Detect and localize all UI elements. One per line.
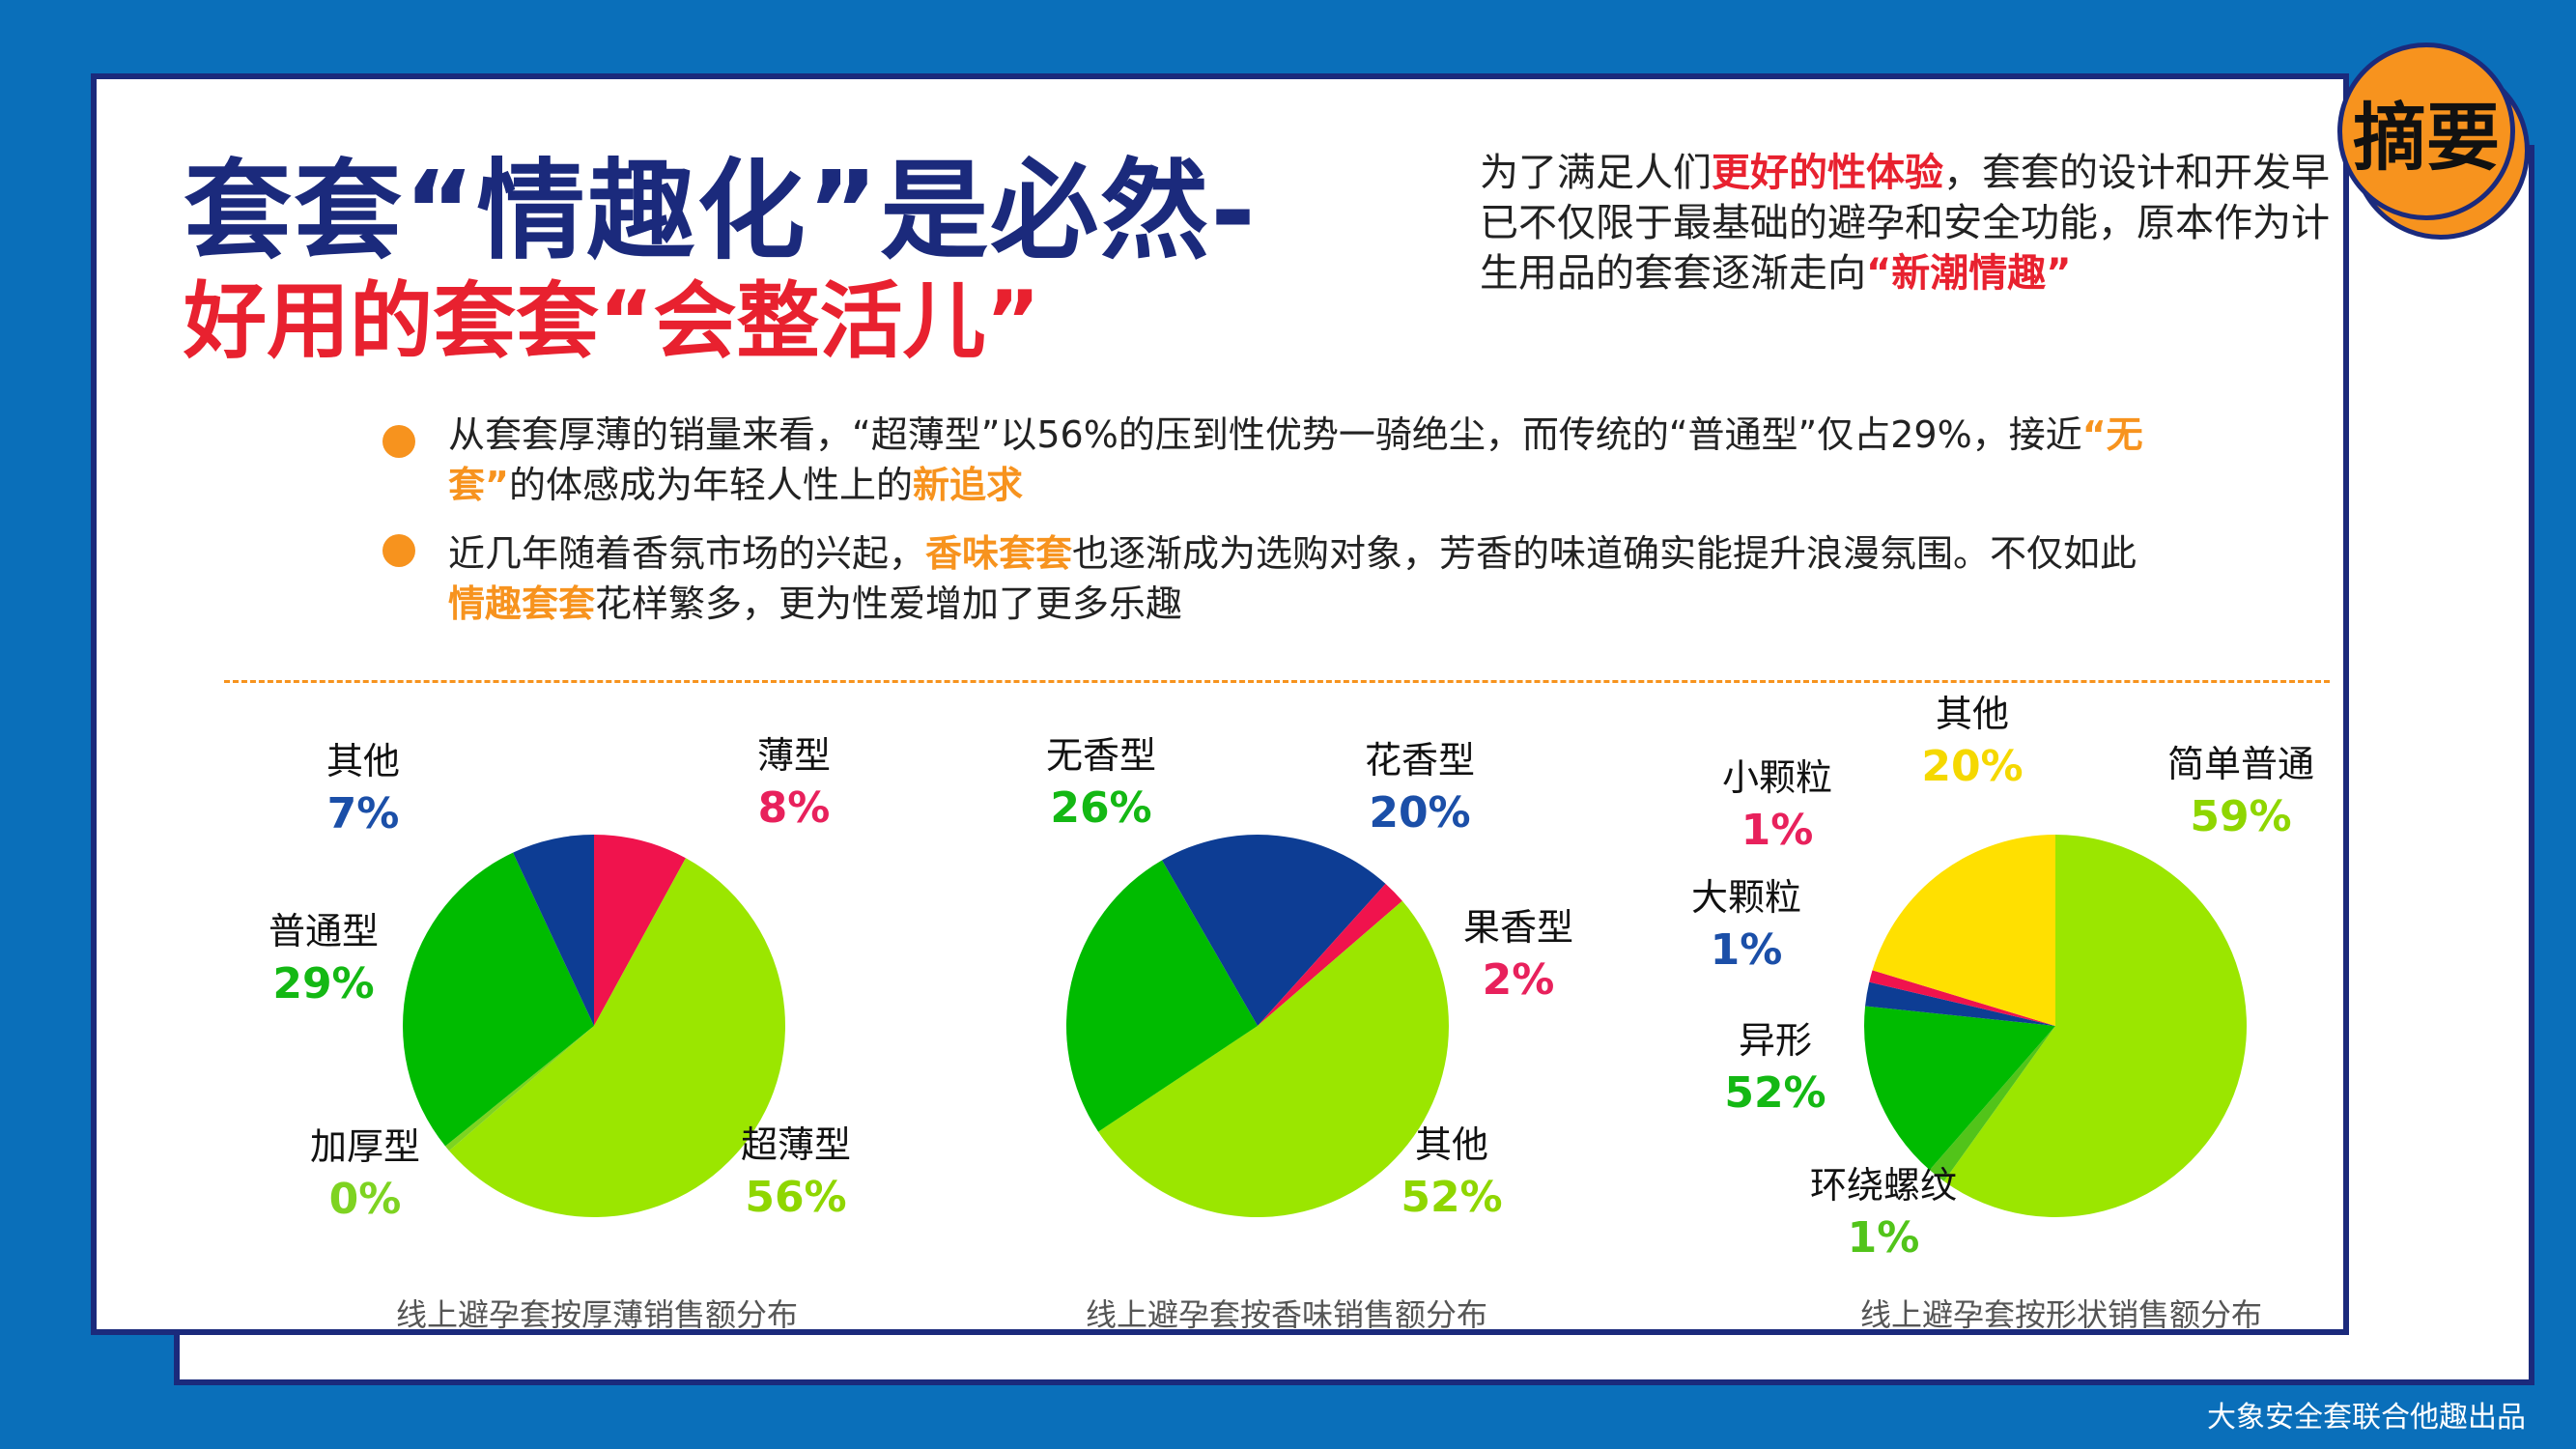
chart-1-slice-2-percent: 56% <box>745 1173 846 1222</box>
chart-2-slice-1 <box>1162 835 1386 1026</box>
chart-1-slice-4 <box>403 852 594 1147</box>
chart-3-slice-5 <box>1869 970 2055 1026</box>
bullet-2-text-3: 花样繁多，更为性爱增加了更多乐趣 <box>595 582 1183 625</box>
summary-text-1: 为了满足人们 <box>1480 151 1712 195</box>
chart-1-slice-3-percent: 0% <box>329 1175 402 1224</box>
chart-1-slice-5 <box>513 835 594 1026</box>
chart-3-slice-4-label: 大颗粒 <box>1691 876 1801 919</box>
summary-highlight-2: “新潮情趣” <box>1866 251 2072 296</box>
chart-3-slice-3-percent: 52% <box>1724 1068 1826 1118</box>
chart-1-caption: 线上避孕套按厚薄销售额分布 <box>396 1296 799 1333</box>
chart-2-slice-1-label: 花香型 <box>1365 739 1475 781</box>
chart-2-slice-4-percent: 26% <box>1050 783 1151 833</box>
chart-2-slice-3-percent: 52% <box>1401 1173 1502 1222</box>
dashed-divider <box>224 680 2330 683</box>
chart-2-slice-2 <box>1258 883 1402 1026</box>
chart-3-slice-2 <box>1929 1026 2055 1181</box>
bullet-1-text-1: 从套套厚薄的销量来看，“超薄型”以56%的压到性优势一骑绝尘，而传统的“普通型”… <box>448 413 2082 456</box>
bullet-1-text-2: 的体感成为年轻人性上的 <box>508 464 913 506</box>
chart-2-slice-2-label: 果香型 <box>1463 906 1573 949</box>
chart-3-slice-4-percent: 1% <box>1711 925 1783 975</box>
chart-1-slice-3-label: 加厚型 <box>310 1125 420 1168</box>
bullet-2-highlight-1: 香味套套 <box>925 532 1073 575</box>
chart-3-slice-2-label: 环绕螺纹 <box>1810 1164 1957 1207</box>
summary-badge: 摘要 <box>2337 43 2515 220</box>
chart-3-slice-1-label: 简单普通 <box>2167 743 2314 785</box>
chart-2-slice-3 <box>1098 900 1449 1217</box>
bullet-2-highlight-2: 情趣套套 <box>448 582 596 625</box>
chart-1-slice-5-label: 其他 <box>326 740 400 782</box>
bullet-dot-2 <box>382 534 415 567</box>
chart-1-slice-1-percent: 8% <box>758 783 831 833</box>
chart-2-slice-4 <box>1066 860 1258 1132</box>
bullet-2: 近几年随着香氛市场的兴起，香味套套也逐渐成为选购对象，芳香的味道确实能提升浪漫氛… <box>448 528 2148 629</box>
chart-1-slice-1-label: 薄型 <box>757 734 831 777</box>
page-subtitle: 好用的套套“会整活儿” <box>184 273 1041 370</box>
chart-2-slice-4-label: 无香型 <box>1046 734 1156 777</box>
chart-3-slice-4 <box>1865 981 2055 1026</box>
chart-1-slice-5-percent: 7% <box>327 789 400 838</box>
chart-3-slice-3 <box>1863 1006 2055 1171</box>
chart-3-caption: 线上避孕套按形状销售额分布 <box>1860 1296 2263 1333</box>
chart-3-slice-6-label: 其他 <box>1936 693 2009 735</box>
bullet-dot-1 <box>382 425 415 458</box>
page-title: 套套“情趣化”是必然- <box>184 149 1258 274</box>
summary-text: 为了满足人们更好的性体验，套套的设计和开发早已不仅限于最基础的避孕和安全功能，原… <box>1480 148 2349 298</box>
badge-label: 摘要 <box>2353 95 2500 181</box>
summary-highlight-1: 更好的性体验 <box>1712 151 1943 195</box>
chart-2-caption: 线上避孕套按香味销售额分布 <box>1086 1296 1488 1333</box>
chart-1-slice-2 <box>448 858 786 1218</box>
chart-3-slice-5-percent: 1% <box>1741 806 1814 855</box>
bullet-2-text-1: 近几年随着香氛市场的兴起， <box>448 532 926 575</box>
chart-3-slice-1 <box>1943 835 2247 1217</box>
bullet-2-text-2: 也逐渐成为选购对象，芳香的味道确实能提升浪漫氛围。不仅如此 <box>1072 532 2137 575</box>
bullet-1-highlight-1: “无套” <box>448 413 2143 506</box>
chart-3-slice-2-percent: 1% <box>1848 1213 1920 1263</box>
footer-credit: 大象安全套联合他趣出品 <box>2207 1401 2526 1435</box>
chart-2-slice-3-label: 其他 <box>1415 1123 1488 1166</box>
chart-2-slice-2-percent: 2% <box>1483 955 1555 1005</box>
bullet-1-highlight-2: 新追求 <box>913 464 1024 506</box>
chart-1-slice-3 <box>445 1026 594 1151</box>
chart-1-slice-4-percent: 29% <box>272 959 374 1009</box>
chart-2-slice-1-percent: 20% <box>1369 788 1470 838</box>
chart-3-slice-5-label: 小颗粒 <box>1722 756 1832 799</box>
summary-text-2: ，套套的设计和开发早已不仅限于最基础的避孕和安全功能，原本作为计生用品的套套逐渐… <box>1480 151 2330 296</box>
bullet-1: 从套套厚薄的销量来看，“超薄型”以56%的压到性优势一骑绝尘，而传统的“普通型”… <box>448 410 2148 510</box>
chart-1-slice-2-label: 超薄型 <box>741 1123 851 1166</box>
chart-3-slice-1-percent: 59% <box>2190 792 2291 841</box>
chart-1-slice-4-label: 普通型 <box>269 910 379 952</box>
chart-1-slice-1 <box>594 835 686 1026</box>
chart-3-slice-6-percent: 20% <box>1921 742 2023 791</box>
chart-3-slice-6 <box>1872 835 2055 1026</box>
chart-3-slice-3-label: 异形 <box>1739 1019 1812 1062</box>
